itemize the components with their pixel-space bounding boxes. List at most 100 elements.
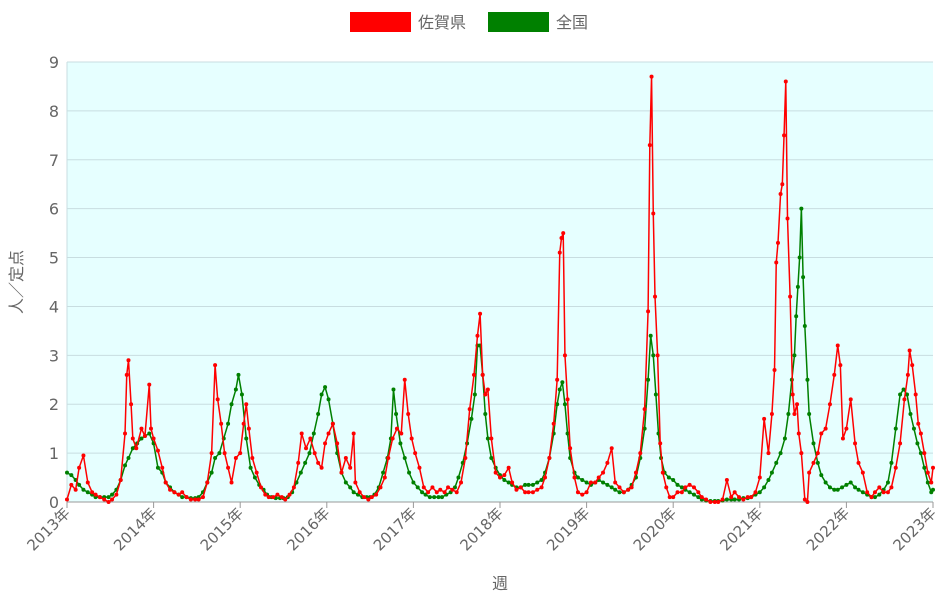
data-point[interactable] xyxy=(172,490,177,495)
data-point[interactable] xyxy=(660,470,665,475)
data-point[interactable] xyxy=(596,475,601,480)
data-point[interactable] xyxy=(155,448,160,453)
data-point[interactable] xyxy=(683,485,688,490)
data-point[interactable] xyxy=(925,470,930,475)
data-point[interactable] xyxy=(323,441,328,446)
data-point[interactable] xyxy=(102,497,107,502)
data-point[interactable] xyxy=(163,480,168,485)
data-point[interactable] xyxy=(799,451,804,456)
data-point[interactable] xyxy=(147,431,152,436)
data-point[interactable] xyxy=(881,490,886,495)
data-point[interactable] xyxy=(434,490,439,495)
data-point[interactable] xyxy=(609,446,614,451)
data-point[interactable] xyxy=(762,416,767,421)
data-point[interactable] xyxy=(493,470,498,475)
data-point[interactable] xyxy=(869,495,874,500)
data-point[interactable] xyxy=(316,460,321,465)
data-point[interactable] xyxy=(840,436,845,441)
data-point[interactable] xyxy=(626,487,631,492)
data-point[interactable] xyxy=(872,495,877,500)
data-point[interactable] xyxy=(629,485,634,490)
data-point[interactable] xyxy=(547,456,552,460)
data-point[interactable] xyxy=(671,495,676,500)
data-point[interactable] xyxy=(805,377,810,382)
data-point[interactable] xyxy=(931,487,935,492)
data-point[interactable] xyxy=(266,495,271,500)
data-point[interactable] xyxy=(860,470,865,475)
data-point[interactable] xyxy=(724,478,729,482)
data-point[interactable] xyxy=(646,377,651,382)
data-point[interactable] xyxy=(502,478,507,482)
data-point[interactable] xyxy=(483,412,488,416)
data-point[interactable] xyxy=(687,490,692,495)
data-point[interactable] xyxy=(729,495,734,500)
data-point[interactable] xyxy=(815,451,820,456)
data-point[interactable] xyxy=(378,485,383,490)
data-point[interactable] xyxy=(716,500,721,504)
data-point[interactable] xyxy=(901,387,906,392)
data-point[interactable] xyxy=(244,402,249,407)
data-point[interactable] xyxy=(275,492,280,497)
data-point[interactable] xyxy=(142,434,147,438)
data-point[interactable] xyxy=(724,497,729,502)
data-point[interactable] xyxy=(562,353,567,358)
data-point[interactable] xyxy=(241,421,246,426)
data-point[interactable] xyxy=(402,456,407,460)
data-point[interactable] xyxy=(526,490,531,495)
data-point[interactable] xyxy=(304,446,309,451)
data-point[interactable] xyxy=(151,436,156,441)
data-point[interactable] xyxy=(613,487,618,492)
data-point[interactable] xyxy=(421,485,426,490)
data-point[interactable] xyxy=(90,490,95,495)
data-point[interactable] xyxy=(757,475,762,480)
data-point[interactable] xyxy=(732,497,737,502)
data-point[interactable] xyxy=(390,436,395,441)
data-point[interactable] xyxy=(348,485,353,490)
legend[interactable]: 佐賀県 全国 xyxy=(350,12,588,32)
data-point[interactable] xyxy=(413,451,418,456)
data-point[interactable] xyxy=(832,487,837,492)
data-point[interactable] xyxy=(217,451,222,456)
data-point[interactable] xyxy=(667,495,672,500)
data-point[interactable] xyxy=(523,490,528,495)
data-point[interactable] xyxy=(326,431,331,436)
data-point[interactable] xyxy=(316,412,321,416)
data-point[interactable] xyxy=(609,485,614,490)
data-point[interactable] xyxy=(233,456,238,460)
data-point[interactable] xyxy=(489,456,494,460)
data-point[interactable] xyxy=(307,451,312,456)
data-point[interactable] xyxy=(535,487,540,492)
data-point[interactable] xyxy=(651,211,656,216)
data-point[interactable] xyxy=(741,497,746,502)
data-point[interactable] xyxy=(633,470,638,475)
data-point[interactable] xyxy=(844,482,849,487)
data-point[interactable] xyxy=(815,460,820,465)
data-point[interactable] xyxy=(823,426,828,431)
data-point[interactable] xyxy=(530,490,535,495)
data-point[interactable] xyxy=(130,436,135,441)
data-point[interactable] xyxy=(642,407,647,412)
data-point[interactable] xyxy=(575,475,580,480)
data-point[interactable] xyxy=(916,421,921,426)
data-point[interactable] xyxy=(539,485,544,490)
data-point[interactable] xyxy=(792,353,797,358)
data-point[interactable] xyxy=(475,333,480,338)
data-point[interactable] xyxy=(786,412,791,416)
data-point[interactable] xyxy=(65,470,69,475)
data-point[interactable] xyxy=(720,497,725,502)
data-point[interactable] xyxy=(442,490,447,495)
data-point[interactable] xyxy=(775,240,780,245)
data-point[interactable] xyxy=(129,402,134,407)
data-point[interactable] xyxy=(139,436,144,441)
data-point[interactable] xyxy=(77,482,82,487)
data-point[interactable] xyxy=(877,485,882,490)
data-point[interactable] xyxy=(226,465,231,470)
data-point[interactable] xyxy=(254,470,259,475)
data-point[interactable] xyxy=(176,492,181,497)
data-point[interactable] xyxy=(638,451,643,456)
data-point[interactable] xyxy=(409,436,414,441)
data-point[interactable] xyxy=(691,492,696,497)
data-point[interactable] xyxy=(783,79,788,84)
data-point[interactable] xyxy=(792,412,797,416)
data-point[interactable] xyxy=(238,451,243,456)
